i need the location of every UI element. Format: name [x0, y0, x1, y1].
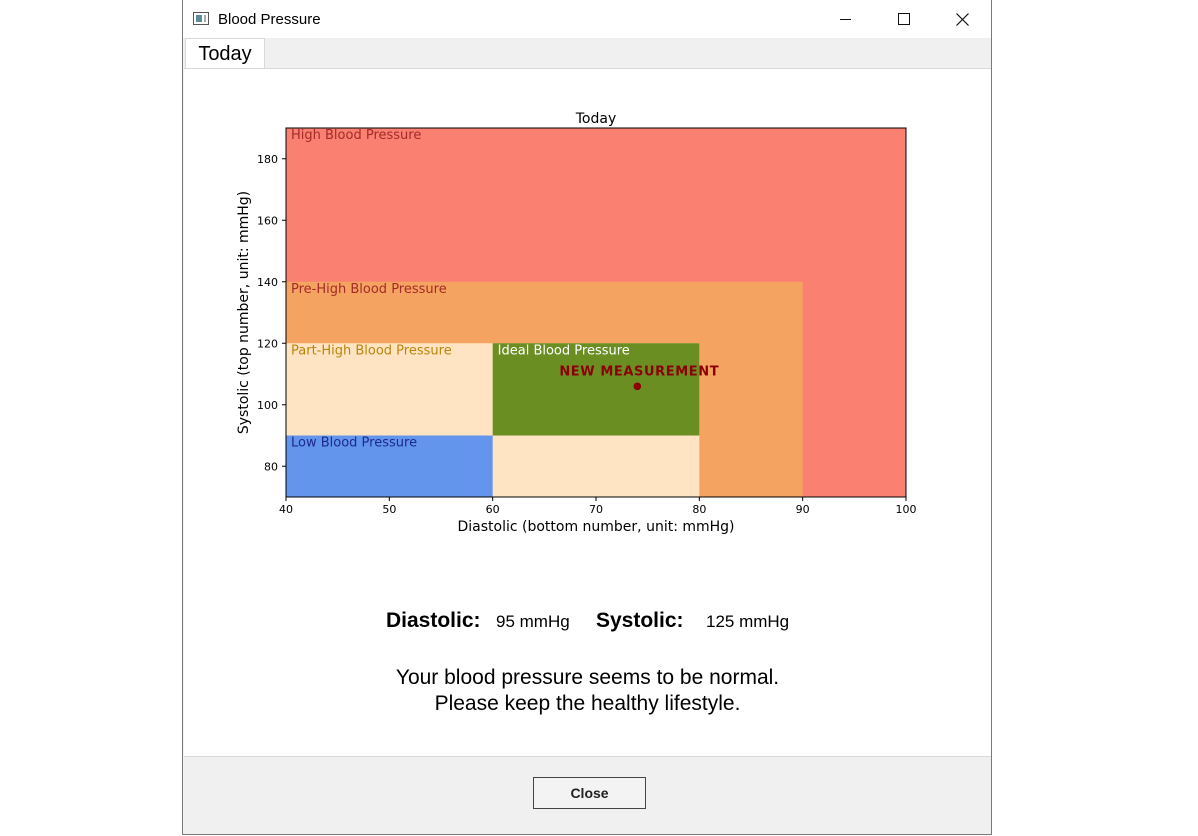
tab-today[interactable]: Today: [185, 38, 265, 69]
new-measurement-point: [633, 382, 642, 391]
y-tick-label: 180: [257, 153, 278, 166]
x-tick-label: 60: [486, 503, 500, 516]
minimize-icon: [840, 19, 851, 20]
x-tick-label: 90: [796, 503, 810, 516]
new-measurement-label: NEW MEASUREMENT: [559, 364, 719, 379]
diastolic-value: 95 mmHg: [496, 612, 570, 631]
app-window-icon: [193, 12, 209, 25]
systolic-value: 125 mmHg: [706, 612, 790, 631]
y-tick-label: 120: [257, 337, 278, 350]
chart-title: Today: [575, 111, 617, 127]
window-close-button[interactable]: [933, 0, 991, 38]
minimize-button[interactable]: [817, 0, 875, 38]
x-tick-label: 40: [279, 503, 293, 516]
region-label-low-blood-pressure: Low Blood Pressure: [291, 436, 417, 451]
tab-content-panel: High Blood Pressure Pre-High Blood Pressu…: [184, 68, 991, 757]
x-axis-label: Diastolic (bottom number, unit: mmHg): [457, 519, 734, 535]
title-bar[interactable]: Blood Pressure: [183, 0, 991, 38]
x-tick-label: 100: [896, 503, 917, 516]
app-window: Blood Pressure Today High Blood Pressure…: [182, 0, 992, 835]
region-label-part-high-blood-pressure: Part-High Blood Pressure: [291, 343, 452, 358]
status-message-line-1: Your blood pressure seems to be normal.: [395, 666, 780, 689]
y-tick-label: 160: [257, 214, 278, 227]
x-tick-label: 80: [692, 503, 706, 516]
tab-bar: Today: [183, 38, 991, 69]
close-icon: [955, 12, 969, 26]
measurement-readout: Diastolic: 95 mmHg Systolic: 125 mmHg: [184, 609, 989, 639]
region-low-blood-pressure: [286, 435, 493, 497]
window-title: Blood Pressure: [218, 11, 321, 28]
region-ideal-blood-pressure: [492, 343, 700, 436]
diastolic-label: Diastolic:: [386, 609, 481, 632]
region-label-pre-high-blood-pressure: Pre-High Blood Pressure: [291, 282, 447, 297]
y-tick-label: 100: [257, 399, 278, 412]
maximize-button[interactable]: [875, 0, 933, 38]
x-tick-label: 70: [589, 503, 603, 516]
region-label-ideal-blood-pressure: Ideal Blood Pressure: [498, 343, 630, 358]
region-label-high-blood-pressure: High Blood Pressure: [291, 128, 421, 143]
y-tick-label: 140: [257, 276, 278, 289]
status-message-line-2: Please keep the healthy lifestyle.: [434, 692, 741, 715]
y-tick-label: 80: [264, 460, 278, 473]
x-tick-label: 50: [382, 503, 396, 516]
y-axis-label: Systolic (top number, unit: mmHg): [236, 191, 252, 434]
close-button[interactable]: Close: [533, 777, 646, 809]
maximize-icon: [898, 13, 910, 25]
systolic-label: Systolic:: [596, 609, 684, 632]
blood-pressure-chart: High Blood Pressure Pre-High Blood Pressu…: [236, 111, 917, 535]
